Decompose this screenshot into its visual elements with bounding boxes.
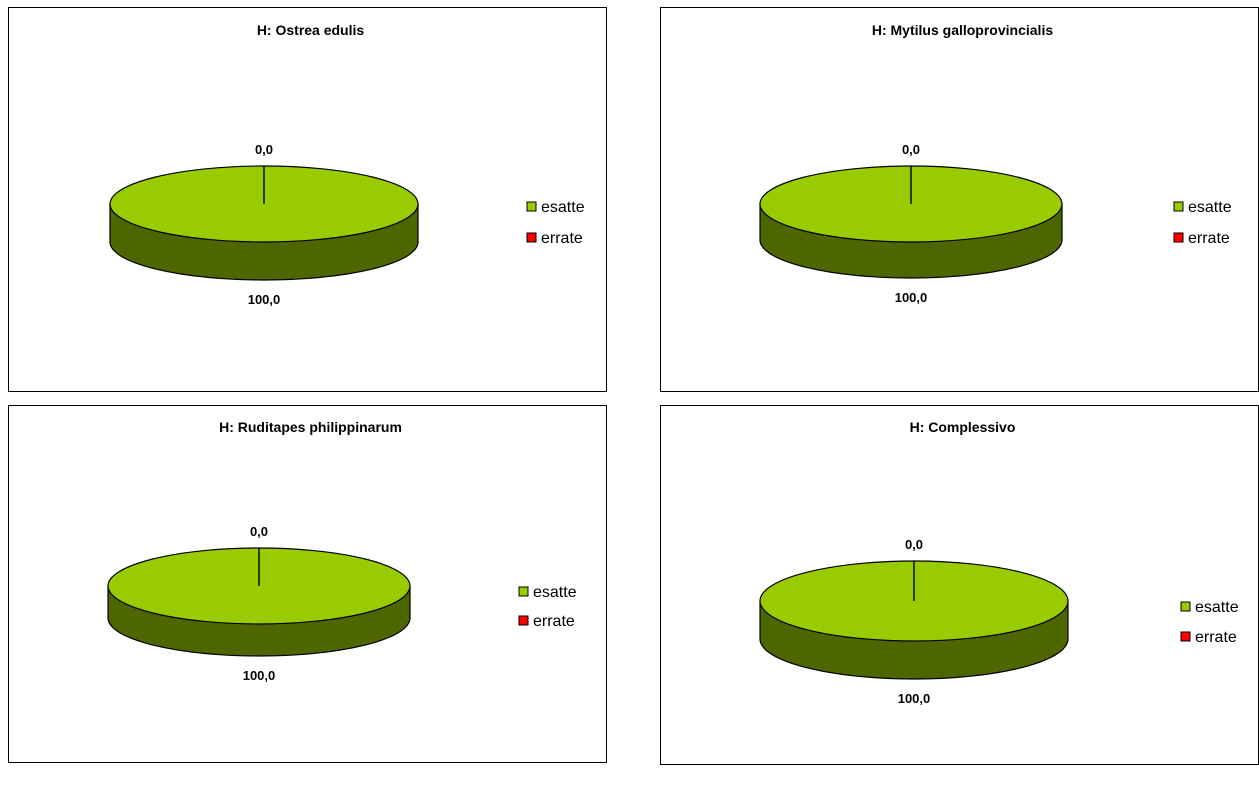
legend-label-errate: errate [541, 230, 583, 247]
chart-panel-complessivo: H: Complessivo 0,0 100,0 esatte errate [660, 405, 1259, 765]
data-label-errate: 0,0 [255, 142, 273, 157]
data-label-esatte: 100,0 [895, 290, 928, 305]
chart-svg: H: Mytilus galloprovincialis 0,0 100,0 esat… [759, 22, 1232, 305]
chart-title: H: Ostrea edulis [257, 22, 365, 38]
legend-label-esatte: esatte [541, 199, 585, 216]
legend-swatch-errate [1173, 232, 1184, 243]
legend-label-errate: errate [1195, 629, 1237, 646]
legend-label-esatte: esatte [1195, 599, 1239, 616]
data-label-esatte: 100,0 [898, 691, 931, 706]
legend-swatch-esatte [526, 201, 537, 212]
chart-panel-ostrea: H: Ostrea edulis 0,0 100,0 esatte errate [8, 7, 607, 392]
data-label-errate: 0,0 [902, 142, 920, 157]
chart-title: H: Mytilus galloprovincialis [872, 22, 1053, 38]
legend-swatch-esatte [1180, 601, 1191, 612]
data-label-esatte: 100,0 [243, 668, 276, 683]
data-label-esatte: 100,0 [248, 292, 281, 307]
data-label-errate: 0,0 [250, 524, 268, 539]
legend-swatch-errate [518, 615, 529, 626]
chart-panel-mytilus: H: Mytilus galloprovincialis 0,0 100,0 esat… [660, 7, 1259, 392]
chart-svg: H: Ostrea edulis 0,0 100,0 esatte errate [109, 22, 585, 307]
legend-label-esatte: esatte [533, 584, 577, 601]
chart-title: H: Complessivo [910, 419, 1016, 435]
chart-svg: H: Complessivo 0,0 100,0 esatte errate [759, 419, 1239, 706]
chart-panel-ruditapes: H: Ruditapes philippinarum 0,0 100,0 esatte… [8, 405, 607, 763]
legend-swatch-esatte [518, 586, 529, 597]
legend-swatch-esatte [1173, 201, 1184, 212]
data-label-errate: 0,0 [905, 537, 923, 552]
legend-swatch-errate [1180, 631, 1191, 642]
chart-title: H: Ruditapes philippinarum [219, 419, 402, 435]
chart-svg: H: Ruditapes philippinarum 0,0 100,0 esatte… [107, 419, 577, 683]
legend-swatch-errate [526, 232, 537, 243]
legend-label-esatte: esatte [1188, 199, 1232, 216]
legend-label-errate: errate [1188, 230, 1230, 247]
legend-label-errate: errate [533, 613, 575, 630]
